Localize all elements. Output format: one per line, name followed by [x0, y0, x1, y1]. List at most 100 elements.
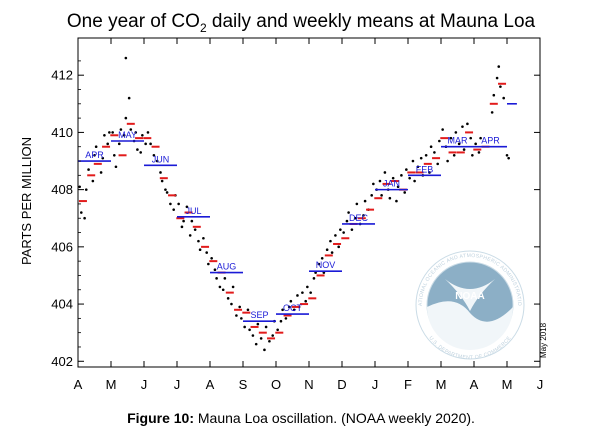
daily-point: [101, 156, 105, 160]
daily-point: [490, 111, 494, 114]
daily-point: [497, 65, 501, 68]
daily-point: [449, 136, 453, 140]
daily-point: [146, 131, 150, 134]
daily-point: [106, 142, 109, 146]
daily-point: [466, 122, 469, 126]
x-tick-label: A: [470, 377, 479, 392]
daily-point: [502, 96, 506, 100]
daily-point: [193, 228, 197, 231]
daily-point: [342, 231, 345, 234]
daily-point: [400, 174, 403, 177]
daily-point: [284, 317, 288, 320]
logo-bird: [445, 279, 495, 311]
daily-point: [83, 216, 86, 220]
daily-point: [182, 219, 185, 223]
monthly-mean-label: DEC: [349, 213, 369, 223]
daily-point: [271, 334, 275, 337]
x-tick-label: D: [337, 377, 346, 392]
logo-text: NOAA: [455, 291, 484, 302]
daily-point: [462, 148, 466, 151]
daily-point: [198, 248, 202, 252]
daily-point: [372, 182, 375, 186]
daily-point: [141, 133, 144, 137]
daily-point: [370, 194, 374, 197]
monthly-means-series: APR MAY JUN JUL AUG SEP OCT NOV DEC JAN FEB MAR APR: [78, 103, 517, 323]
daily-point: [235, 314, 238, 317]
daily-point: [210, 256, 213, 260]
daily-point: [350, 228, 354, 231]
daily-point: [474, 142, 477, 146]
daily-point: [169, 202, 172, 206]
daily-point: [312, 277, 316, 280]
daily-point: [479, 136, 482, 140]
x-tick-label: F: [404, 377, 412, 392]
daily-point: [164, 188, 167, 191]
daily-point: [78, 185, 81, 189]
daily-point: [405, 168, 408, 171]
daily-point: [309, 291, 312, 294]
daily-point: [113, 153, 116, 157]
daily-point: [103, 133, 106, 137]
daily-point: [256, 322, 260, 326]
daily-point: [127, 96, 131, 100]
daily-point: [213, 268, 217, 272]
daily-point: [378, 179, 382, 183]
daily-point: [317, 262, 321, 266]
daily-point: [416, 165, 420, 169]
daily-point: [87, 168, 90, 171]
daily-point: [119, 128, 123, 131]
daily-point: [428, 171, 431, 174]
daily-point: [301, 291, 304, 294]
monthly-mean-label: APR: [85, 150, 104, 160]
daily-point: [320, 256, 324, 260]
daily-point: [452, 153, 456, 157]
daily-point: [218, 285, 222, 289]
daily-point: [507, 156, 510, 160]
monthly-mean-label: NOV: [316, 260, 336, 270]
x-tick-label: M: [106, 377, 117, 392]
daily-point: [243, 325, 246, 329]
daily-point: [111, 131, 114, 134]
daily-point: [457, 142, 461, 146]
daily-point: [329, 239, 332, 243]
daily-point: [492, 93, 496, 97]
monthly-mean-label: JUN: [152, 154, 170, 164]
daily-point: [172, 208, 175, 211]
daily-point: [108, 131, 111, 134]
daily-point: [207, 262, 210, 266]
daily-point: [117, 142, 121, 146]
daily-point: [495, 76, 499, 80]
daily-point: [477, 151, 481, 154]
daily-point: [84, 188, 88, 191]
daily-point: [221, 288, 225, 292]
daily-point: [205, 251, 208, 254]
daily-point: [296, 294, 299, 297]
daily-point: [246, 308, 250, 312]
daily-point: [231, 285, 235, 289]
daily-point: [248, 328, 251, 332]
daily-point: [149, 142, 152, 146]
daily-point: [226, 297, 230, 300]
daily-point: [114, 165, 118, 169]
y-tick-label: 406: [51, 239, 73, 254]
daily-point: [190, 219, 194, 223]
daily-point: [362, 214, 365, 217]
daily-point: [337, 245, 341, 249]
y-axis-ticks: 402 404 406 408 410 412: [51, 60, 540, 369]
monthly-mean-label: OCT: [283, 303, 303, 313]
daily-point: [408, 176, 411, 180]
daily-point: [424, 153, 428, 157]
daily-point: [276, 328, 279, 332]
daily-point: [388, 196, 392, 200]
y-axis-label: PARTS PER MILLION: [19, 137, 34, 265]
daily-point: [134, 131, 138, 134]
daily-point: [152, 153, 156, 157]
daily-point: [124, 116, 128, 120]
daily-point: [292, 308, 296, 312]
daily-point: [202, 236, 205, 240]
daily-point: [325, 248, 329, 252]
noaa-logo: NOAANATIONAL OCEANIC AND ATMOSPHERIC ADM…: [0, 0, 525, 361]
